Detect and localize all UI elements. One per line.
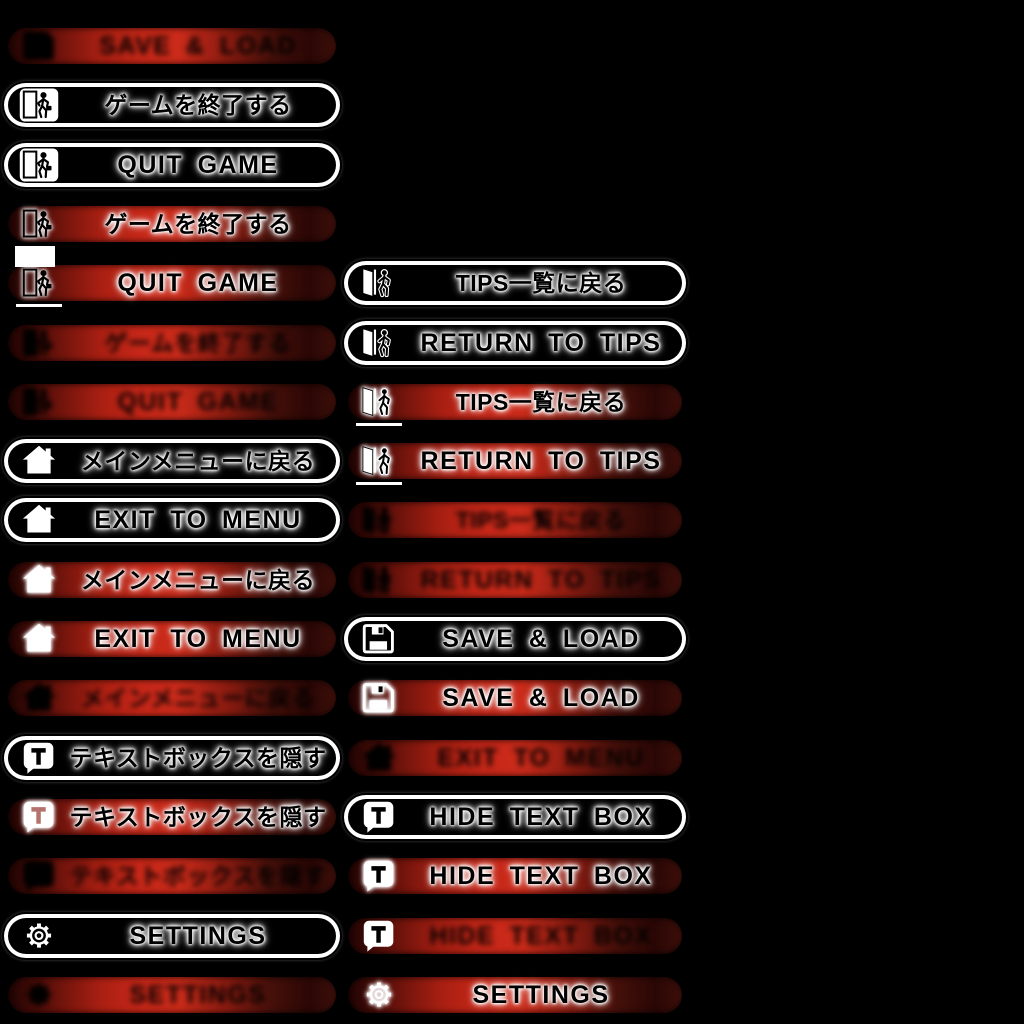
button-label: RETURN TO TIPS bbox=[420, 566, 662, 594]
button-label: EXIT TO MENU bbox=[437, 744, 645, 772]
quit-game-button[interactable]: QUIT GAME bbox=[8, 147, 336, 183]
exit-to-menu-button: メインメニューに戻る bbox=[8, 680, 336, 716]
button-label: RETURN TO TIPS bbox=[420, 329, 662, 357]
button-label: メインメニューに戻る bbox=[80, 567, 316, 593]
quit-game-button[interactable]: ゲームを終了する bbox=[8, 87, 336, 123]
home-icon bbox=[17, 563, 61, 597]
return-to-tips-button[interactable]: RETURN TO TIPS bbox=[348, 443, 682, 485]
exit-to-menu-button[interactable]: EXIT TO MENU bbox=[8, 621, 336, 657]
button-label: HIDE TEXT BOX bbox=[429, 922, 653, 950]
return-door-icon bbox=[357, 563, 401, 597]
return-to-tips-button[interactable]: TIPS一覧に戻る bbox=[348, 265, 682, 301]
quit-game-button[interactable]: QUIT GAME bbox=[8, 265, 336, 307]
button-label: メインメニューに戻る bbox=[80, 685, 316, 711]
hide-text-box-button[interactable]: HIDE TEXT BOX bbox=[348, 858, 682, 894]
return-door-icon bbox=[357, 326, 401, 360]
exit-to-menu-button[interactable]: メインメニューに戻る bbox=[8, 443, 336, 479]
return-door-icon bbox=[357, 503, 401, 537]
quit-game-button: ゲームを終了する bbox=[8, 325, 336, 361]
button-label: テキストボックスを隠す bbox=[69, 745, 327, 771]
text-box-icon bbox=[17, 859, 61, 893]
button-label: SAVE & LOAD bbox=[442, 625, 640, 653]
save-load-button[interactable]: SAVE & LOAD bbox=[348, 680, 682, 716]
button-label: テキストボックスを隠す bbox=[69, 863, 327, 889]
settings-button: SETTINGS bbox=[8, 977, 336, 1013]
button-label: SAVE & LOAD bbox=[99, 32, 297, 60]
button-label: メインメニューに戻る bbox=[80, 448, 316, 474]
hide-text-box-button: HIDE TEXT BOX bbox=[348, 918, 682, 954]
exit-door-icon bbox=[17, 148, 61, 182]
hide-text-box-button[interactable]: HIDE TEXT BOX bbox=[348, 799, 682, 835]
home-icon bbox=[17, 444, 61, 478]
home-icon bbox=[357, 741, 401, 775]
settings-button[interactable]: SETTINGS bbox=[348, 977, 682, 1013]
return-to-tips-button: RETURN TO TIPS bbox=[348, 562, 682, 598]
floppy-disk-icon bbox=[357, 622, 401, 656]
button-label: TIPS一覧に戻る bbox=[455, 507, 627, 533]
text-box-icon bbox=[357, 800, 401, 834]
button-label: QUIT GAME bbox=[117, 151, 279, 179]
floppy-disk-icon bbox=[17, 29, 61, 63]
home-icon bbox=[17, 681, 61, 715]
hide-text-box-button[interactable]: テキストボックスを隠す bbox=[8, 799, 336, 835]
icon-underline-artifact bbox=[356, 482, 402, 485]
button-label: RETURN TO TIPS bbox=[420, 447, 662, 475]
button-label: HIDE TEXT BOX bbox=[429, 803, 653, 831]
exit-door-icon bbox=[17, 207, 61, 241]
button-label: SETTINGS bbox=[129, 981, 267, 1009]
button-label: TIPS一覧に戻る bbox=[455, 270, 627, 296]
button-label: QUIT GAME bbox=[117, 269, 279, 297]
button-label: SETTINGS bbox=[129, 922, 267, 950]
exit-door-icon bbox=[17, 88, 61, 122]
icon-underline-artifact bbox=[16, 304, 62, 307]
text-box-icon bbox=[17, 800, 61, 834]
return-door-icon bbox=[357, 444, 401, 478]
button-label: QUIT GAME bbox=[117, 388, 279, 416]
button-label: ゲームを終了する bbox=[104, 211, 292, 237]
home-icon bbox=[17, 503, 61, 537]
exit-to-menu-button: EXIT TO MENU bbox=[348, 740, 682, 776]
text-box-icon bbox=[17, 741, 61, 775]
icon-underline-artifact bbox=[356, 423, 402, 426]
text-box-icon bbox=[357, 859, 401, 893]
exit-to-menu-button[interactable]: メインメニューに戻る bbox=[8, 562, 336, 598]
button-label: SETTINGS bbox=[472, 981, 610, 1009]
home-icon bbox=[17, 622, 61, 656]
exit-to-menu-button[interactable]: EXIT TO MENU bbox=[8, 502, 336, 538]
save-load-button[interactable]: SAVE & LOAD bbox=[348, 621, 682, 657]
return-door-icon bbox=[357, 266, 401, 300]
quit-game-button[interactable]: ゲームを終了する bbox=[8, 206, 336, 242]
button-label: SAVE & LOAD bbox=[442, 684, 640, 712]
quit-game-button: QUIT GAME bbox=[8, 384, 336, 420]
white-square-artifact bbox=[15, 246, 55, 267]
button-label: ゲームを終了する bbox=[104, 92, 292, 118]
save-load-button: SAVE & LOAD bbox=[8, 28, 336, 64]
exit-door-icon bbox=[17, 385, 61, 419]
return-to-tips-button[interactable]: TIPS一覧に戻る bbox=[348, 384, 682, 426]
gear-icon bbox=[357, 978, 401, 1012]
exit-door-icon bbox=[17, 266, 61, 300]
exit-door-icon bbox=[17, 326, 61, 360]
settings-button[interactable]: SETTINGS bbox=[8, 918, 336, 954]
return-to-tips-button[interactable]: RETURN TO TIPS bbox=[348, 325, 682, 361]
return-to-tips-button: TIPS一覧に戻る bbox=[348, 502, 682, 538]
button-label: ゲームを終了する bbox=[104, 330, 292, 356]
gear-icon bbox=[17, 919, 61, 953]
button-label: EXIT TO MENU bbox=[94, 625, 302, 653]
return-door-icon bbox=[357, 385, 401, 419]
text-box-icon bbox=[357, 919, 401, 953]
button-label: HIDE TEXT BOX bbox=[429, 862, 653, 890]
gear-icon bbox=[17, 978, 61, 1012]
button-label: テキストボックスを隠す bbox=[69, 804, 327, 830]
hide-text-box-button: テキストボックスを隠す bbox=[8, 858, 336, 894]
button-label: EXIT TO MENU bbox=[94, 506, 302, 534]
button-label: TIPS一覧に戻る bbox=[455, 389, 627, 415]
floppy-disk-icon bbox=[357, 681, 401, 715]
hide-text-box-button[interactable]: テキストボックスを隠す bbox=[8, 740, 336, 776]
